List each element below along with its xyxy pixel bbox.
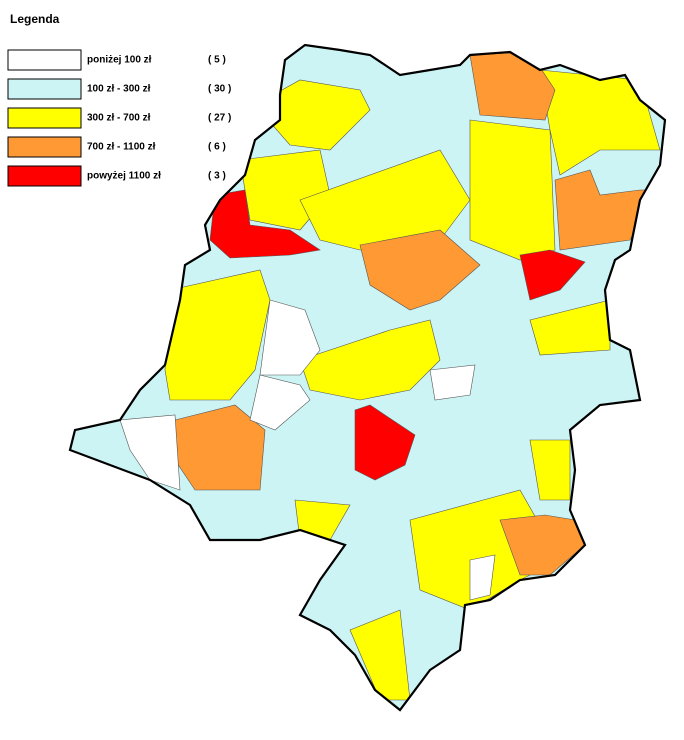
map-outline <box>68 43 667 712</box>
region <box>469 51 556 121</box>
region <box>119 414 181 491</box>
region <box>299 319 441 401</box>
legend-label: poniżej 100 zł <box>87 55 152 66</box>
legend-count: ( 6 ) <box>208 142 226 153</box>
legend-label: powyżej 1100 zł <box>87 171 161 182</box>
legend-swatch <box>7 136 82 158</box>
region <box>469 554 496 601</box>
legend-label: 300 zł - 700 zł <box>87 113 151 124</box>
legend-swatch <box>7 49 82 71</box>
legend-count: ( 3 ) <box>208 171 226 182</box>
legend-count: ( 5 ) <box>208 55 226 66</box>
legend: poniżej 100 zł ( 5 ) 100 zł - 300 zł ( 30 )… <box>7 49 231 187</box>
region <box>359 229 481 311</box>
legend-swatch <box>7 107 82 129</box>
legend-label: 100 zł - 300 zł <box>87 84 151 95</box>
legend-count: ( 30 ) <box>208 84 231 95</box>
region <box>429 364 476 401</box>
region <box>354 404 416 481</box>
region <box>259 299 321 376</box>
legend-swatch <box>7 165 82 187</box>
region <box>249 374 311 431</box>
map <box>68 43 667 712</box>
region <box>254 79 371 151</box>
region <box>519 249 586 301</box>
region <box>529 299 611 356</box>
region <box>164 269 271 401</box>
legend-swatch <box>7 78 82 100</box>
region <box>469 119 556 261</box>
legend-label: 700 zł - 1100 zł <box>87 142 156 153</box>
region <box>529 439 571 501</box>
legend-count: ( 27 ) <box>208 113 231 124</box>
region <box>209 189 321 259</box>
legend-title: Legenda <box>10 12 60 26</box>
